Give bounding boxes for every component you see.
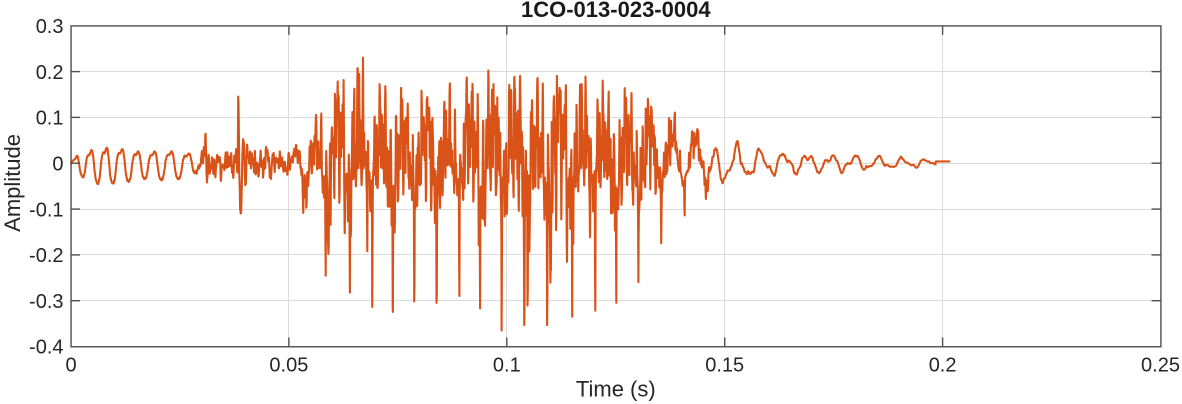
svg-text:-0.2: -0.2 [29,245,63,267]
svg-text:0.25: 0.25 [1141,355,1180,377]
svg-text:0.05: 0.05 [269,355,308,377]
svg-text:-0.3: -0.3 [29,291,63,313]
svg-text:0.3: 0.3 [36,16,64,38]
svg-text:Time (s): Time (s) [576,377,656,402]
svg-text:0.2: 0.2 [929,355,957,377]
svg-text:-0.1: -0.1 [29,199,63,221]
svg-text:0: 0 [52,153,63,175]
svg-text:0.15: 0.15 [705,355,744,377]
svg-text:0.1: 0.1 [493,355,521,377]
svg-text:0.2: 0.2 [36,62,64,84]
svg-text:0: 0 [65,355,76,377]
svg-text:1CO-013-023-0004: 1CO-013-023-0004 [521,0,711,22]
svg-text:0.1: 0.1 [36,108,64,130]
svg-text:-0.4: -0.4 [29,337,63,359]
svg-text:Amplitude: Amplitude [0,134,25,232]
